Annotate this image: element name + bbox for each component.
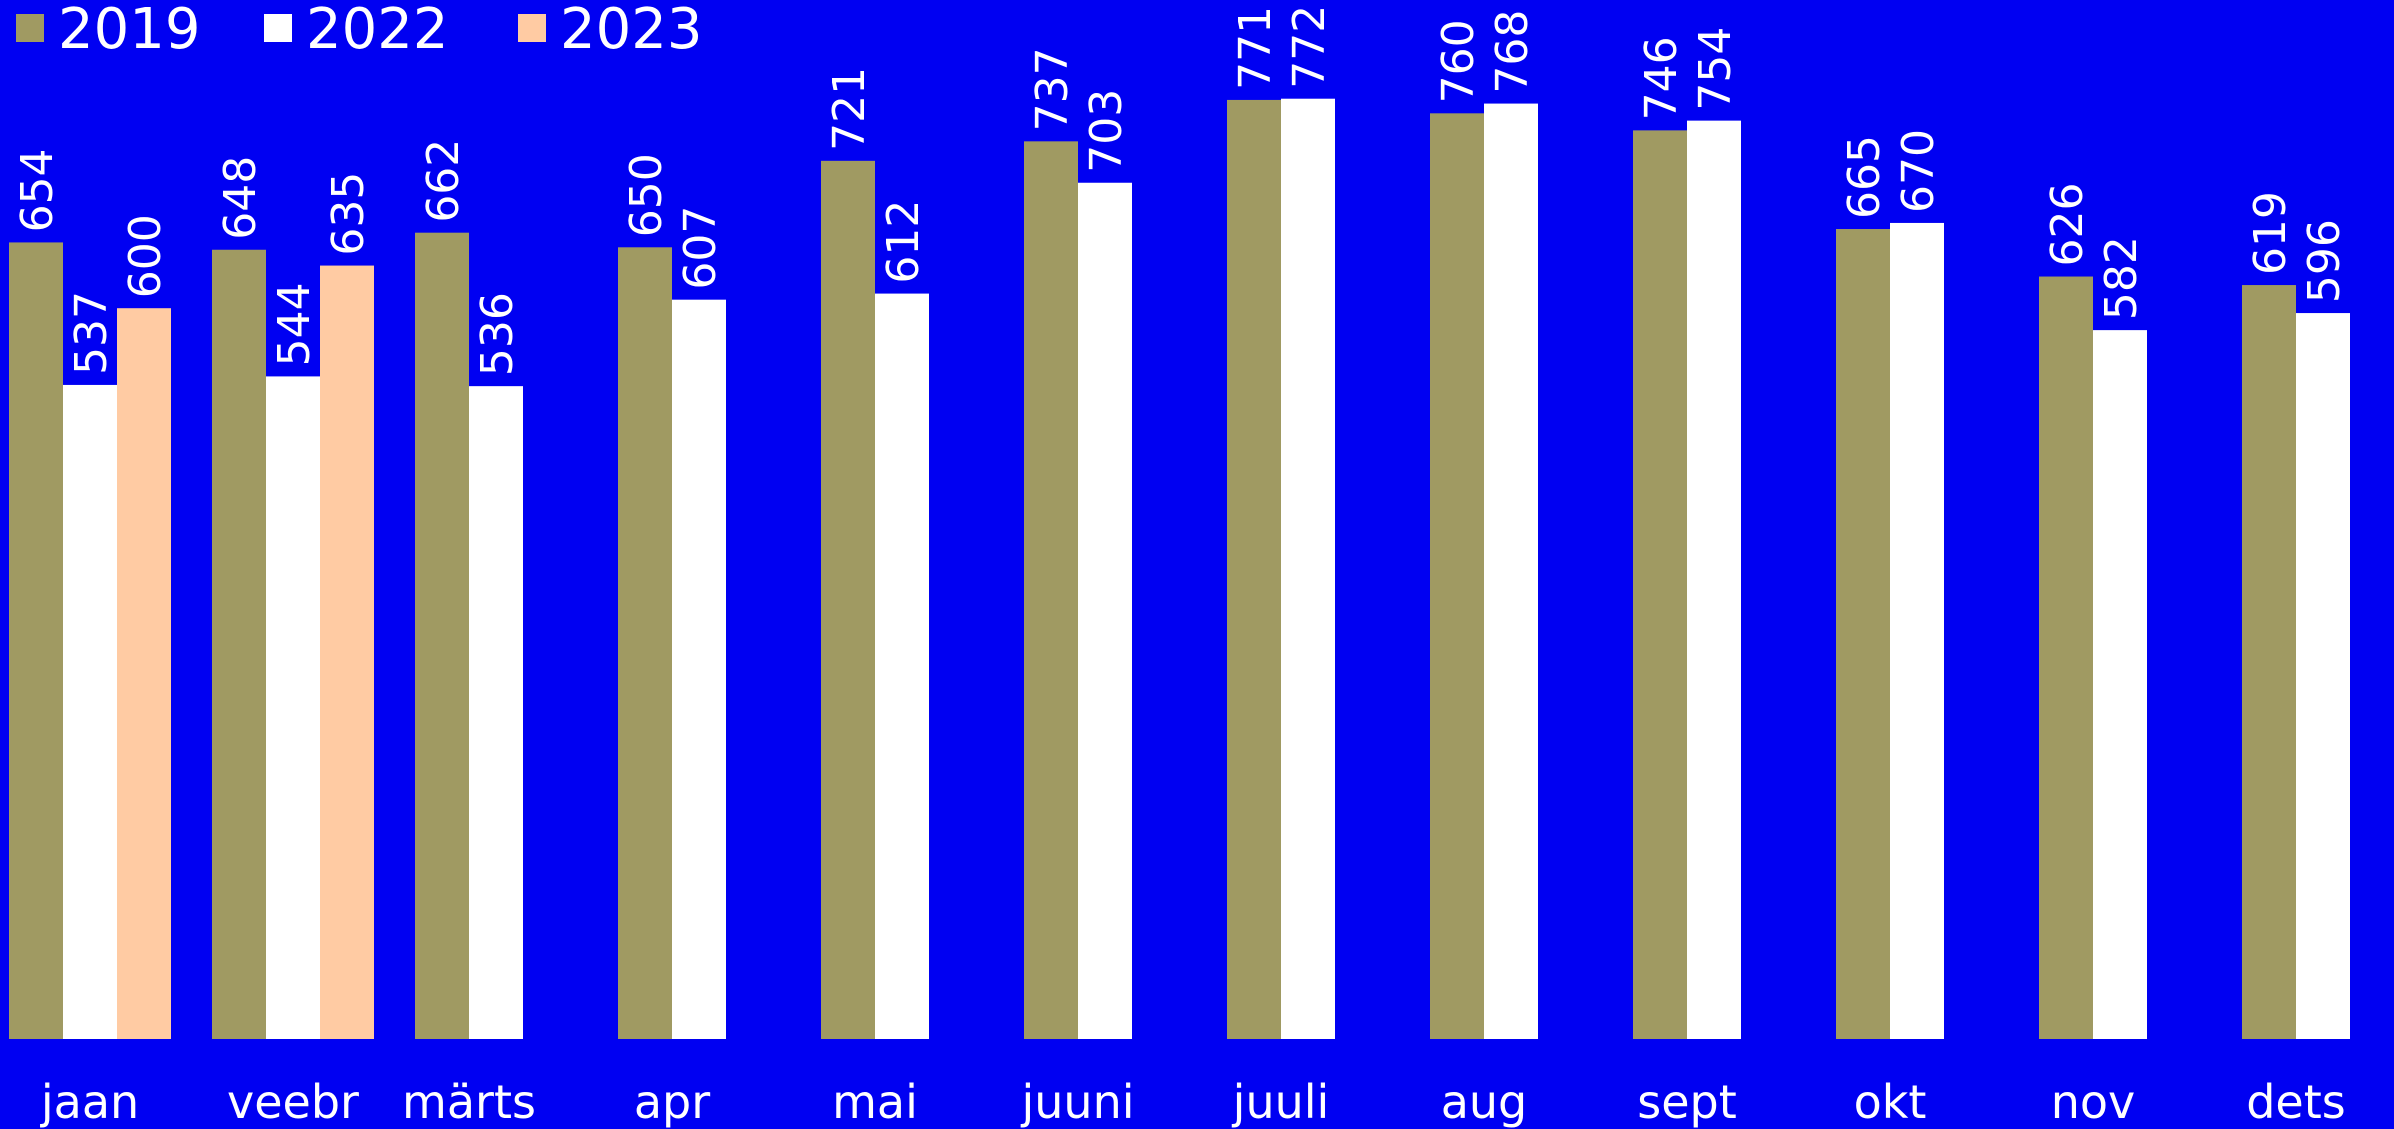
- bar-2019-märts: [415, 232, 469, 1039]
- bar-2019-apr: [618, 247, 672, 1040]
- bar-2019-jaan: [9, 242, 63, 1040]
- bar-2022-veebr: [266, 376, 320, 1040]
- legend: 2019 2022 2023: [16, 0, 703, 62]
- bar-2019-aug: [1430, 113, 1484, 1039]
- data-label-2019-mai: 721: [824, 67, 875, 151]
- data-label-2022-mai: 612: [878, 200, 929, 284]
- bar-2022-mai: [875, 293, 929, 1040]
- x-tick-label-8: sept: [1637, 1075, 1737, 1129]
- bars: [9, 98, 2350, 1040]
- data-label-2022-nov: 582: [2096, 236, 2147, 320]
- legend-swatch-2023: [518, 14, 546, 42]
- data-label-2022-apr: 607: [675, 206, 726, 290]
- data-label-2022-okt: 670: [1893, 129, 1944, 213]
- legend-swatch-2019: [16, 14, 44, 42]
- x-tick-label-6: juuli: [1232, 1075, 1330, 1129]
- bar-2022-okt: [1890, 222, 1944, 1039]
- x-tick-label-9: okt: [1854, 1075, 1927, 1129]
- bar-2022-juuni: [1078, 182, 1132, 1040]
- legend-label-2019: 2019: [58, 0, 201, 62]
- data-label-2019-aug: 760: [1433, 19, 1484, 103]
- legend-label-2022: 2022: [306, 0, 449, 62]
- data-label-2022-juuli: 772: [1284, 5, 1335, 89]
- data-label-2022-jaan: 537: [66, 291, 117, 375]
- bar-2022-dets: [2296, 313, 2350, 1039]
- bar-2019-dets: [2242, 285, 2296, 1040]
- data-label-2019-okt: 665: [1839, 135, 1890, 219]
- x-tick-label-5: juuni: [1020, 1075, 1134, 1129]
- data-label-2019-märts: 662: [418, 139, 469, 223]
- data-label-2023-jaan: 600: [120, 214, 171, 298]
- data-label-2019-sept: 746: [1636, 36, 1687, 120]
- x-axis-tick-labels: jaan veebr märts apr mai juuni juuli aug sept okt…: [40, 1075, 2346, 1129]
- x-tick-label-3: apr: [634, 1075, 710, 1129]
- legend-label-2023: 2023: [560, 0, 703, 62]
- data-label-2023-veebr: 635: [323, 172, 374, 256]
- bar-2019-mai: [821, 160, 875, 1039]
- data-label-2019-juuni: 737: [1027, 47, 1078, 131]
- data-label-2022-juuni: 703: [1081, 89, 1132, 173]
- data-label-2019-juuli: 771: [1230, 6, 1281, 90]
- bar-2023-veebr: [320, 265, 374, 1039]
- x-tick-label-1: veebr: [227, 1075, 359, 1129]
- bar-2019-nov: [2039, 276, 2093, 1040]
- bar-2019-juuli: [1227, 99, 1281, 1039]
- bar-2019-sept: [1633, 130, 1687, 1039]
- data-label-2022-sept: 754: [1690, 27, 1741, 111]
- bar-2019-veebr: [212, 249, 266, 1040]
- legend-swatch-2022: [264, 14, 292, 42]
- data-label-2019-veebr: 648: [215, 156, 266, 240]
- data-label-2022-märts: 536: [472, 292, 523, 376]
- bar-2022-märts: [469, 386, 523, 1040]
- data-label-2022-aug: 768: [1487, 10, 1538, 94]
- x-tick-label-0: jaan: [40, 1075, 139, 1129]
- x-tick-label-11: dets: [2246, 1075, 2346, 1129]
- x-tick-label-10: nov: [2051, 1075, 2136, 1129]
- bar-2019-juuni: [1024, 141, 1078, 1040]
- bar-2022-apr: [672, 299, 726, 1039]
- x-tick-label-7: aug: [1441, 1075, 1528, 1129]
- data-label-2019-jaan: 654: [12, 148, 63, 232]
- bar-2023-jaan: [117, 308, 171, 1039]
- bar-2019-okt: [1836, 229, 1890, 1039]
- x-tick-label-4: mai: [832, 1075, 918, 1129]
- data-label-2022-dets: 596: [2299, 219, 2350, 303]
- bar-2022-nov: [2093, 330, 2147, 1039]
- bar-2022-jaan: [63, 384, 117, 1040]
- x-tick-label-2: märts: [402, 1075, 536, 1129]
- data-label-2019-dets: 619: [2245, 191, 2296, 275]
- bar-2022-aug: [1484, 103, 1538, 1040]
- data-label-2019-apr: 650: [621, 153, 672, 237]
- bar-2022-sept: [1687, 120, 1741, 1040]
- bar-2022-juuli: [1281, 98, 1335, 1040]
- data-label-2022-veebr: 544: [269, 282, 320, 366]
- data-label-2019-nov: 626: [2042, 183, 2093, 267]
